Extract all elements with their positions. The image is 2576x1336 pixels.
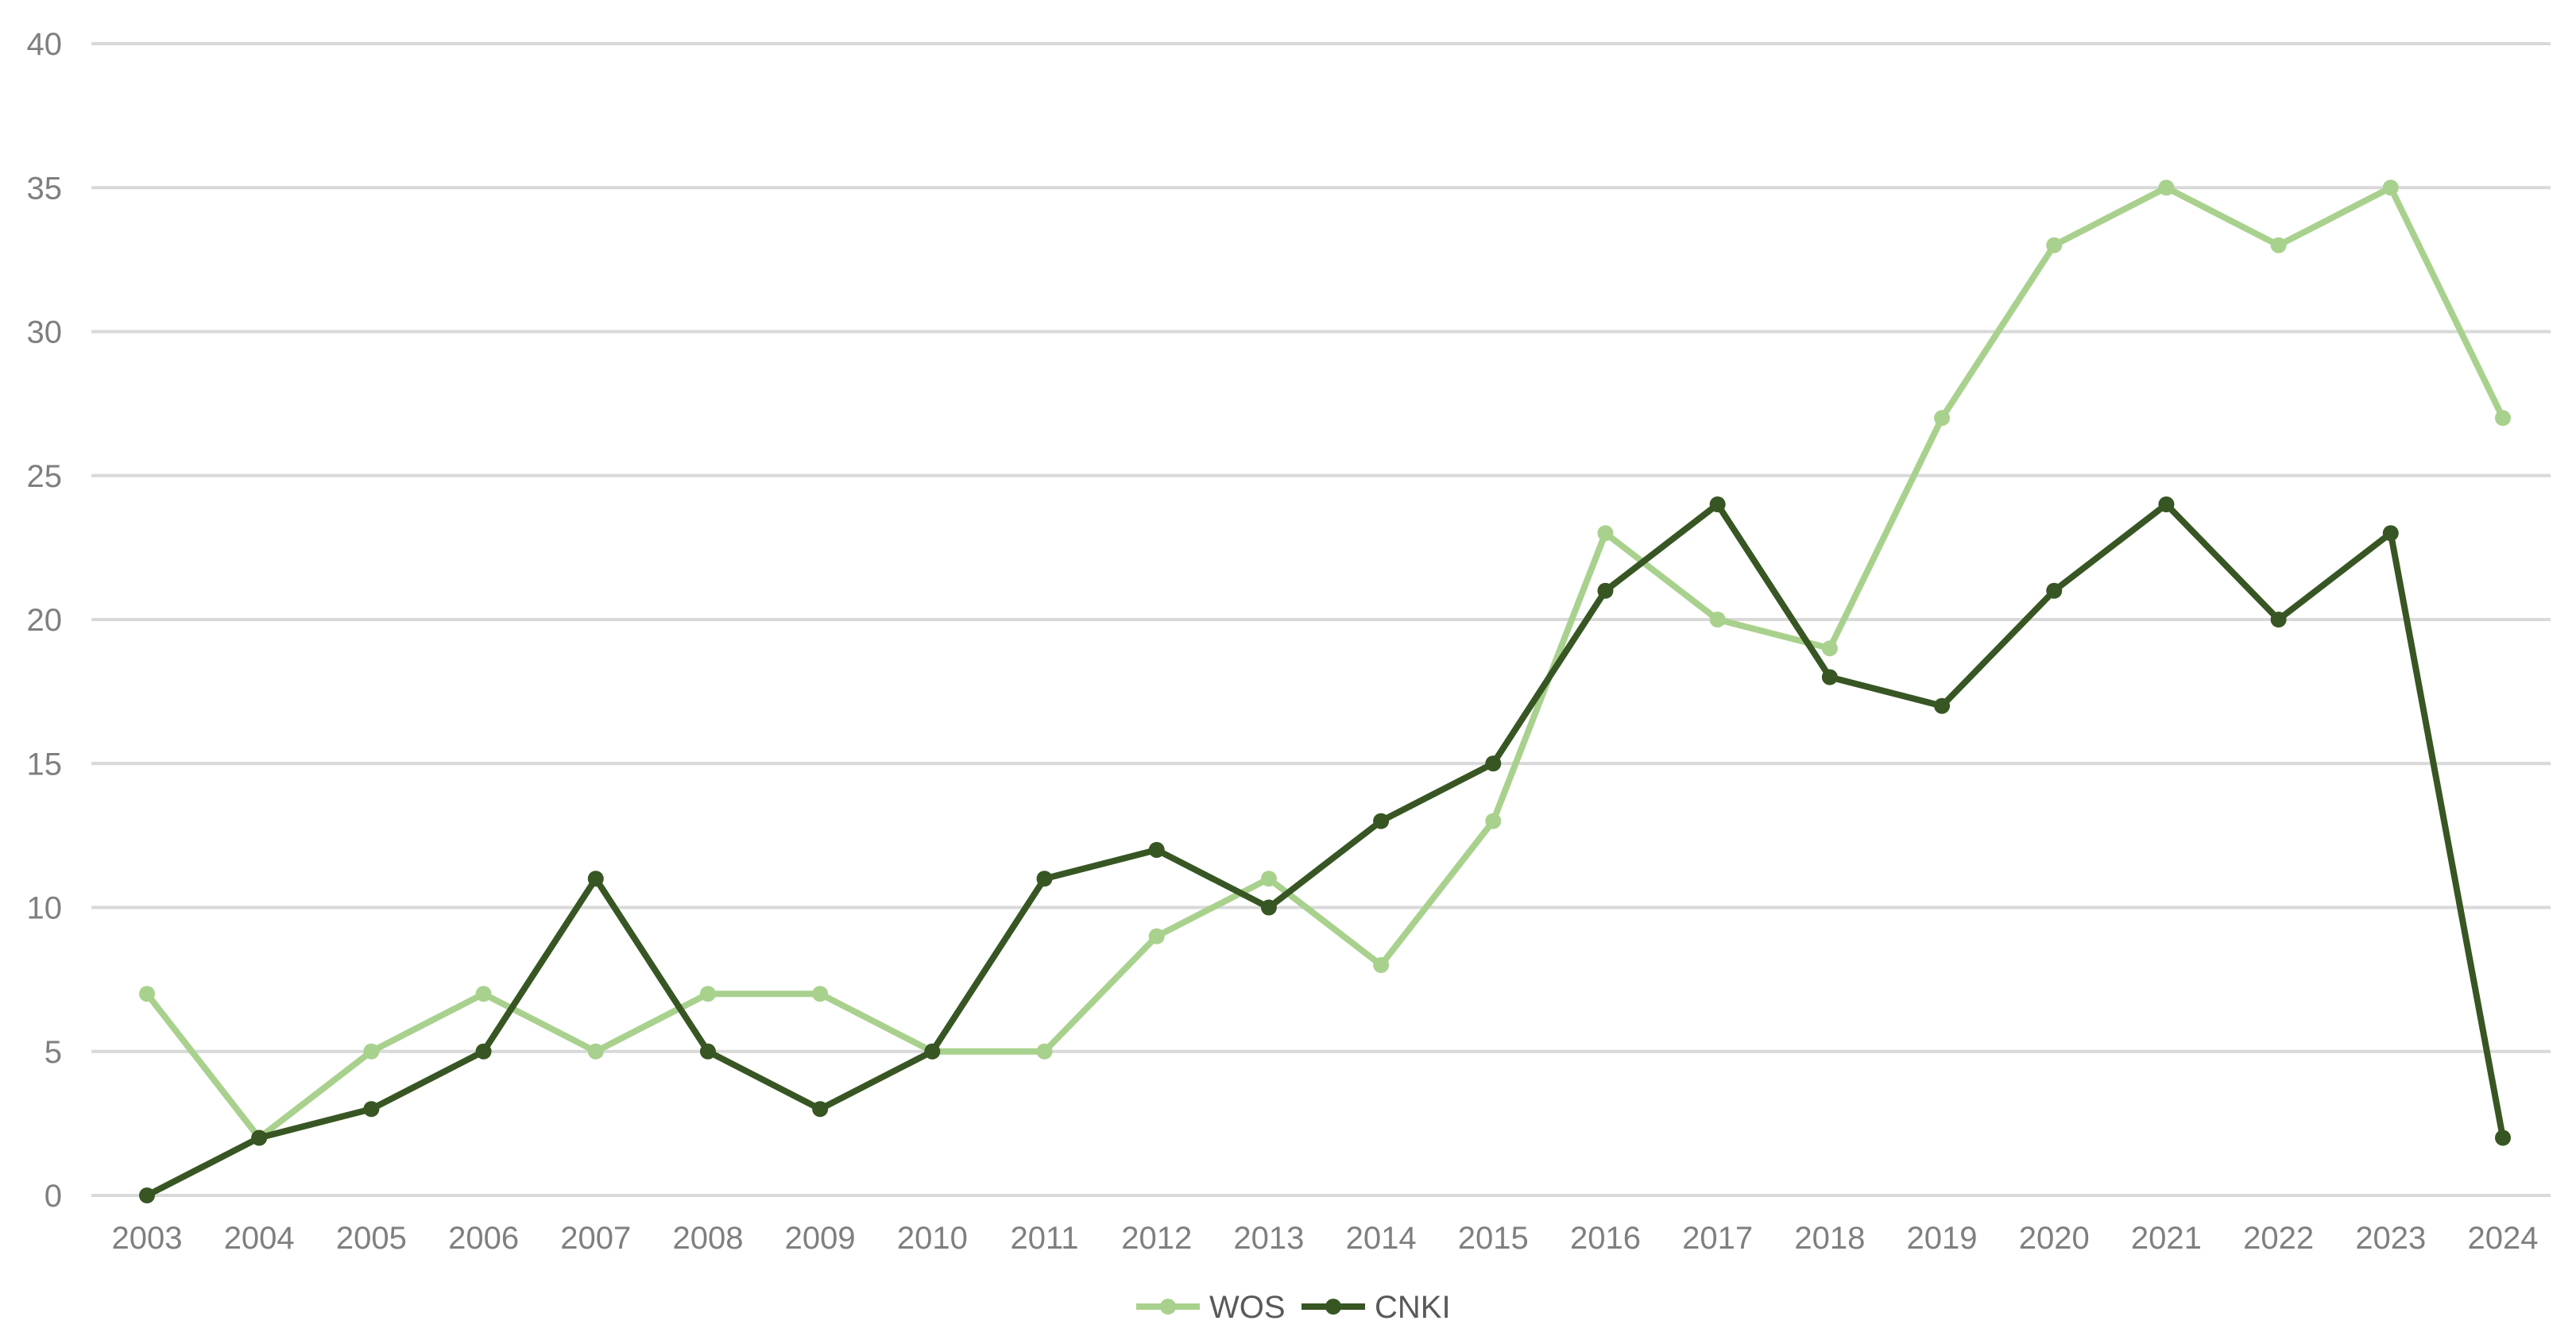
x-tick-label: 2003 bbox=[112, 1221, 183, 1256]
data-point-cnki bbox=[1373, 813, 1390, 829]
y-tick-label: 35 bbox=[27, 171, 63, 206]
data-point-cnki bbox=[587, 871, 604, 887]
legend-label: WOS bbox=[1209, 1290, 1286, 1325]
x-tick-label: 2013 bbox=[1233, 1221, 1304, 1256]
data-point-cnki bbox=[1148, 842, 1165, 858]
data-point-cnki bbox=[2046, 582, 2063, 599]
data-point-wos bbox=[1821, 640, 1838, 657]
x-axis-tick-labels: 2003 2004 2005 2006 2007 2008 2009 2010 2011 2012… bbox=[112, 1221, 2539, 1256]
data-point-cnki bbox=[699, 1043, 716, 1060]
series-wos bbox=[139, 180, 2511, 1146]
x-tick-label: 2020 bbox=[2019, 1221, 2090, 1256]
legend-swatch-marker bbox=[1160, 1299, 1176, 1315]
data-point-cnki bbox=[1709, 496, 1726, 512]
data-point-wos bbox=[2158, 180, 2175, 196]
data-point-wos bbox=[363, 1043, 380, 1060]
data-point-wos bbox=[812, 986, 829, 1002]
data-point-cnki bbox=[363, 1101, 380, 1118]
x-tick-label: 2005 bbox=[336, 1221, 407, 1256]
y-tick-label: 30 bbox=[27, 315, 63, 350]
y-tick-label: 20 bbox=[27, 603, 63, 638]
data-point-cnki bbox=[1260, 899, 1277, 916]
data-point-wos bbox=[1709, 612, 1726, 627]
data-point-cnki bbox=[2270, 612, 2287, 627]
data-point-cnki bbox=[812, 1101, 829, 1118]
data-point-wos bbox=[2046, 237, 2063, 253]
series-lines bbox=[139, 180, 2511, 1203]
data-point-wos bbox=[1485, 813, 1502, 829]
data-point-wos bbox=[699, 986, 716, 1002]
data-point-wos bbox=[2270, 237, 2287, 253]
x-tick-label: 2009 bbox=[785, 1221, 856, 1256]
data-point-wos bbox=[1597, 525, 1614, 542]
legend-swatch-marker bbox=[1325, 1299, 1341, 1315]
series-line-wos bbox=[144, 184, 2506, 1141]
x-tick-label: 2010 bbox=[897, 1221, 968, 1256]
x-tick-label: 2008 bbox=[672, 1221, 743, 1256]
x-tick-label: 2006 bbox=[448, 1221, 519, 1256]
data-point-cnki bbox=[924, 1043, 941, 1060]
data-point-cnki bbox=[1934, 697, 1951, 714]
y-axis-tick-labels: 0 5 10 15 20 25 30 35 40 bbox=[27, 27, 63, 1214]
data-point-wos bbox=[2495, 410, 2511, 427]
data-point-cnki bbox=[2158, 496, 2175, 512]
x-tick-label: 2021 bbox=[2131, 1221, 2202, 1256]
data-point-wos bbox=[139, 986, 155, 1002]
x-tick-label: 2017 bbox=[1682, 1221, 1753, 1256]
data-point-wos bbox=[587, 1043, 604, 1060]
x-tick-label: 2016 bbox=[1570, 1221, 1641, 1256]
gridlines bbox=[91, 42, 2551, 1197]
x-tick-label: 2014 bbox=[1346, 1221, 1417, 1256]
legend-label: CNKI bbox=[1375, 1290, 1451, 1325]
y-tick-label: 40 bbox=[27, 27, 63, 62]
data-point-cnki bbox=[2495, 1129, 2511, 1146]
data-point-cnki bbox=[2382, 525, 2399, 542]
x-tick-label: 2007 bbox=[560, 1221, 631, 1256]
x-tick-label: 2024 bbox=[2468, 1221, 2539, 1256]
data-point-wos bbox=[1036, 1043, 1053, 1060]
y-tick-label: 5 bbox=[44, 1035, 62, 1070]
x-tick-label: 2018 bbox=[1794, 1221, 1865, 1256]
y-tick-label: 15 bbox=[27, 747, 63, 782]
x-tick-label: 2004 bbox=[224, 1221, 295, 1256]
x-tick-label: 2023 bbox=[2355, 1221, 2426, 1256]
data-point-wos bbox=[2382, 180, 2399, 196]
data-point-cnki bbox=[1036, 871, 1053, 887]
x-tick-label: 2022 bbox=[2243, 1221, 2314, 1256]
series-line-cnki bbox=[144, 501, 2506, 1199]
y-tick-label: 0 bbox=[44, 1179, 62, 1214]
data-point-wos bbox=[1373, 957, 1390, 973]
x-tick-label: 2011 bbox=[1011, 1221, 1079, 1256]
data-point-wos bbox=[1260, 871, 1277, 887]
x-tick-label: 2012 bbox=[1121, 1221, 1192, 1256]
series-cnki bbox=[139, 496, 2511, 1203]
data-point-cnki bbox=[475, 1043, 492, 1060]
legend-item-wos: WOS bbox=[1136, 1290, 1286, 1325]
data-point-cnki bbox=[1821, 669, 1838, 685]
data-point-cnki bbox=[1485, 755, 1502, 772]
x-tick-label: 2015 bbox=[1458, 1221, 1529, 1256]
data-point-wos bbox=[1934, 410, 1951, 427]
data-point-wos bbox=[475, 986, 492, 1002]
y-tick-label: 25 bbox=[27, 459, 63, 494]
data-point-cnki bbox=[139, 1187, 155, 1203]
data-point-wos bbox=[1148, 928, 1165, 944]
x-tick-label: 2019 bbox=[1907, 1221, 1978, 1256]
data-point-cnki bbox=[1597, 582, 1614, 599]
data-point-cnki bbox=[251, 1129, 268, 1146]
y-tick-label: 10 bbox=[27, 891, 63, 926]
legend: WOS CNKI bbox=[1136, 1290, 1451, 1325]
legend-item-cnki: CNKI bbox=[1302, 1290, 1451, 1325]
